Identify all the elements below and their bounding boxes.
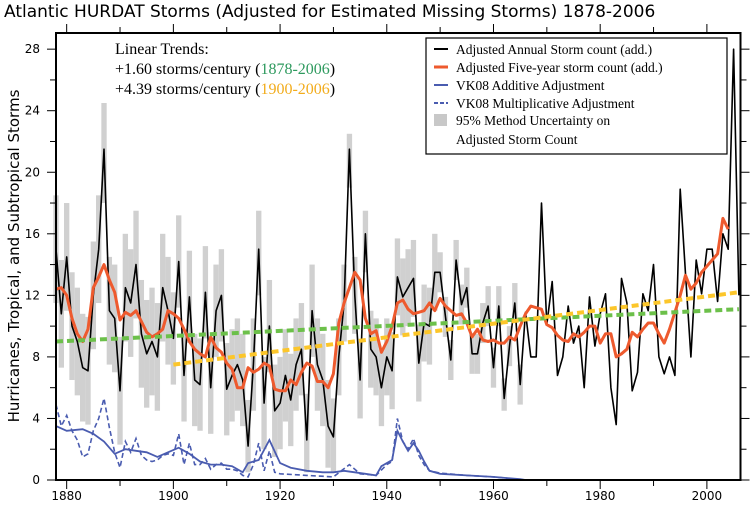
annual-count-line [55,48,740,447]
trend-line-1: +1.60 storms/century (1878-2006) [115,61,335,78]
plot-frame [55,32,742,481]
y-tick-label: 28 [25,42,40,56]
vk08-additive-line [55,425,739,481]
trend-line-1878-2006 [55,307,739,344]
x-tick-label: 1940 [372,489,403,503]
y-tick-label: 12 [25,288,40,302]
y-tick-label: 0 [32,473,40,487]
trend-annotation: Linear Trends: +1.60 storms/century (187… [115,41,335,98]
x-tick-label: 1980 [585,489,616,503]
trend-line-1900-2006 [173,290,740,367]
trend-heading: Linear Trends: [115,41,209,58]
legend: Adjusted Annual Storm count (add.) Adjus… [425,37,728,155]
legend-label-annual: Adjusted Annual Storm count (add.) [456,42,652,57]
axes: 1880 1900 1920 1940 1960 1980 2000 0 4 8 12 16 20 24 2… [25,24,750,503]
uncertainty-bands [53,103,523,473]
y-axis-label: Hurricanes, Tropical, and Subtropical St… [5,89,23,422]
y-tick-label: 24 [25,104,40,118]
legend-swatch-uncertainty [434,114,447,126]
legend-label-uncertainty: 95% Method Uncertainty on [456,113,610,128]
x-tick-label: 1900 [158,489,189,503]
trend-line-2: +4.39 storms/century (1900-2006) [115,81,335,98]
y-tick-label: 16 [25,227,40,241]
x-tick-label: 1880 [51,489,82,503]
legend-label-uncertainty-2: Adjusted Storm Count [456,132,578,147]
x-tick-label: 2000 [692,489,723,503]
y-tick-label: 4 [32,411,40,425]
vk08-multiplicative-line [55,398,739,481]
y-tick-label: 20 [25,165,40,179]
legend-label-additive: VK08 Additive Adjustment [456,78,605,93]
x-tick-label: 1920 [265,489,296,503]
legend-label-five-year: Adjusted Five-year storm count (add.) [456,60,663,75]
x-tick-label: 1960 [478,489,509,503]
legend-label-multiplicative: VK08 Multiplicative Adjustment [456,96,635,111]
series-lines [55,48,740,481]
legend-box [425,37,728,155]
y-tick-label: 8 [32,350,40,364]
chart-title: Atlantic HURDAT Storms (Adjusted for Est… [4,2,655,22]
